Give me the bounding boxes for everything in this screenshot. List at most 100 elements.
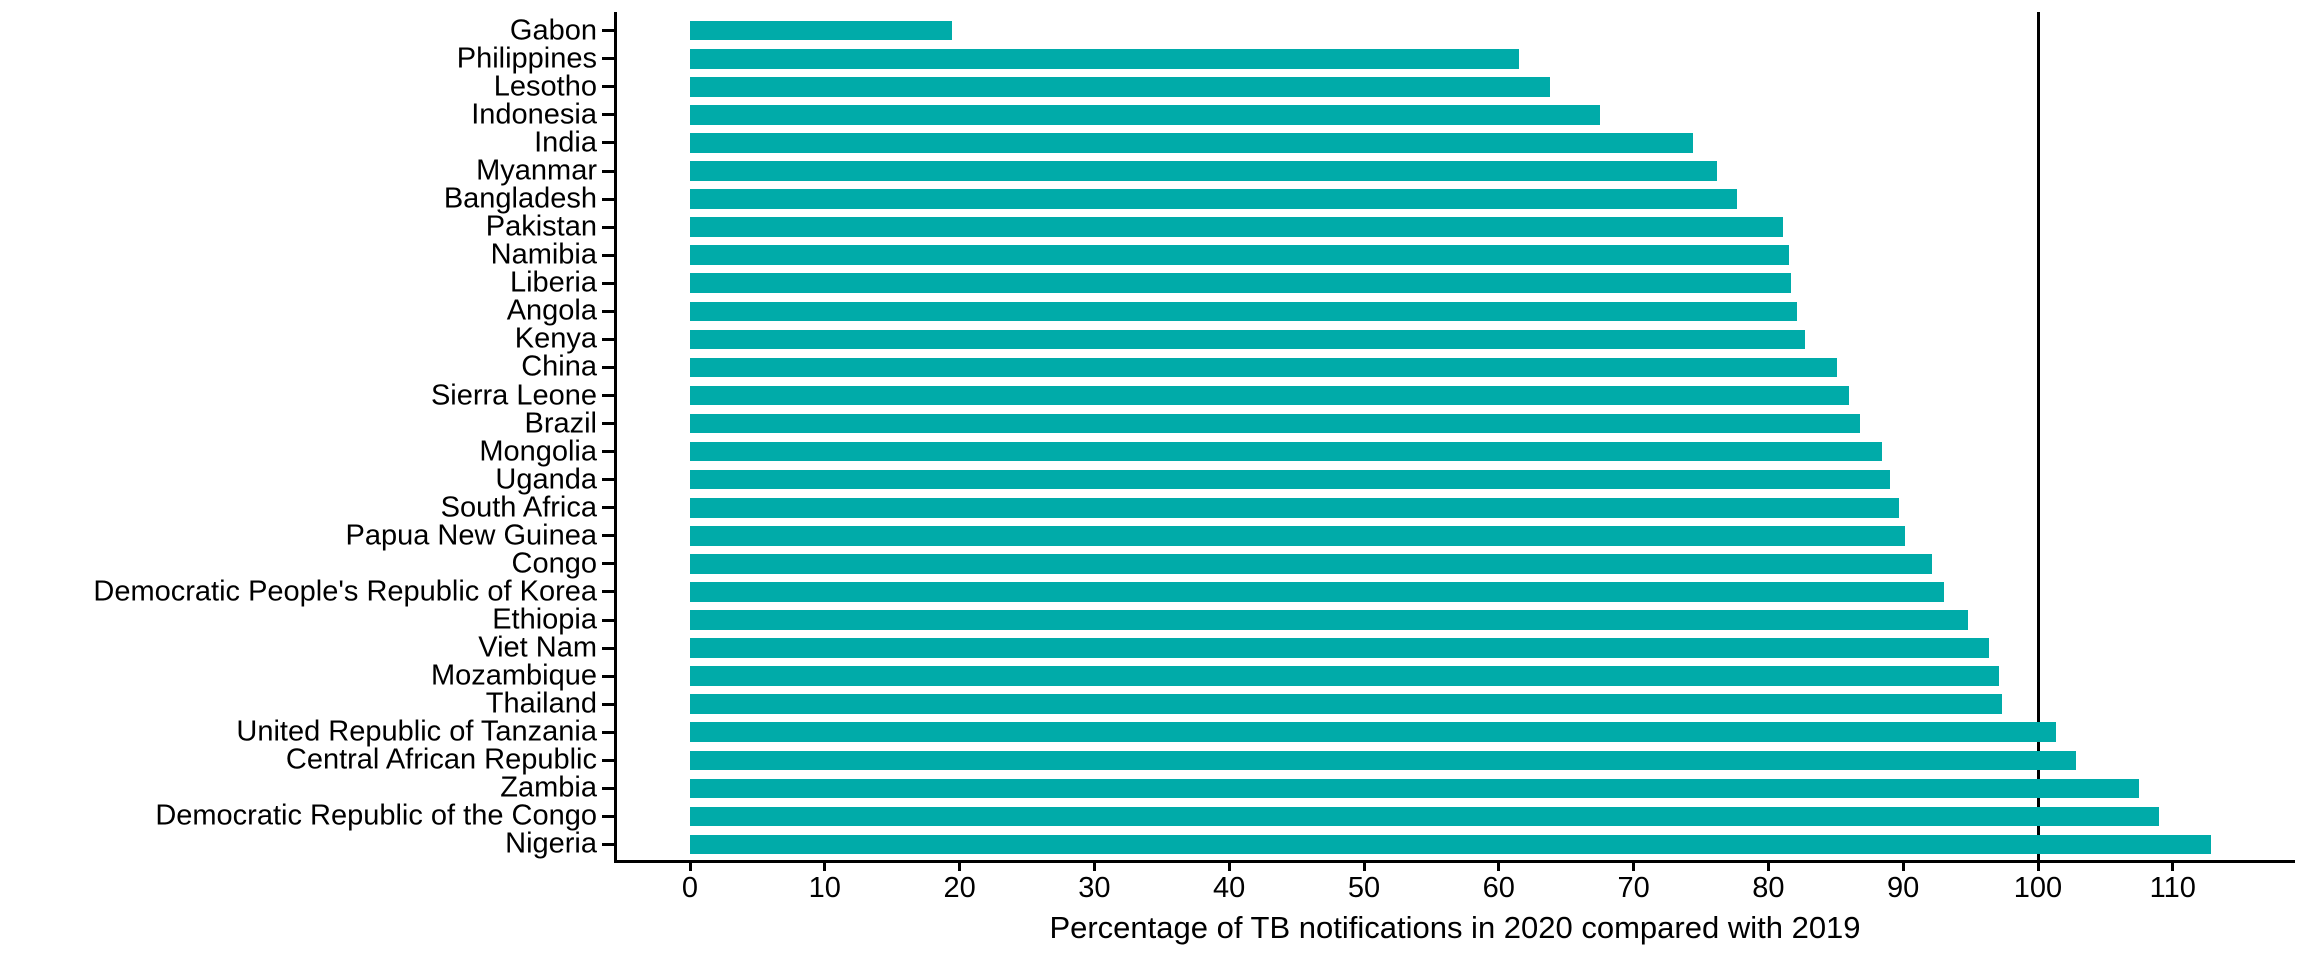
y-axis-tick [602, 506, 614, 510]
country-label: Uganda [495, 463, 597, 496]
bar-nigeria [690, 834, 2211, 855]
country-label: Democratic People's Republic of Korea [93, 575, 597, 608]
y-axis-tick [602, 225, 614, 229]
country-label: Viet Nam [478, 631, 597, 664]
country-label: Kenya [514, 322, 597, 355]
country-label: Central African Republic [285, 743, 597, 776]
y-axis-tick [602, 85, 614, 89]
bar-pakistan [690, 217, 1784, 237]
x-axis-tick [1766, 861, 1770, 871]
bar-united-republic-of-tanzania [690, 722, 2056, 743]
x-axis-tick [2036, 861, 2040, 871]
x-axis-tick [1227, 861, 1231, 871]
x-axis-tick [1497, 861, 1501, 871]
y-axis-tick [602, 842, 614, 846]
x-axis-tick-label: 40 [1213, 872, 1246, 904]
country-label: Ethiopia [492, 603, 597, 636]
country-label: Lesotho [493, 70, 597, 103]
country-label: Indonesia [471, 98, 597, 131]
bar-ethiopia [690, 610, 1968, 630]
y-axis-tick [602, 113, 614, 117]
country-label: Gabon [509, 14, 597, 47]
x-axis-tick [1901, 861, 1905, 871]
x-axis-tick-label: 60 [1482, 872, 1515, 904]
x-axis-tick-label: 10 [808, 872, 841, 904]
y-axis-tick [602, 618, 614, 622]
y-axis-tick [602, 478, 614, 482]
bar-democratic-people-s-republic-of-korea [690, 582, 1944, 602]
bar-papua-new-guinea [690, 526, 1905, 546]
bar-thailand [690, 694, 2002, 714]
country-label: Brazil [524, 407, 597, 440]
y-axis-tick [602, 702, 614, 706]
country-label: Myanmar [476, 154, 597, 187]
y-axis-tick [602, 29, 614, 33]
country-label: United Republic of Tanzania [236, 715, 597, 748]
country-label: South Africa [440, 491, 597, 524]
bar-mongolia [690, 441, 1882, 462]
y-axis-tick [602, 337, 614, 341]
y-axis-tick [602, 197, 614, 201]
y-axis-tick [602, 590, 614, 594]
x-axis-tick-label: 0 [681, 872, 699, 904]
bar-uganda [690, 469, 1890, 490]
bar-kenya [690, 329, 1805, 350]
x-axis-tick [1632, 861, 1636, 871]
y-axis-tick [602, 534, 614, 538]
bar-viet-nam [690, 638, 1990, 658]
bar-bangladesh [690, 189, 1738, 209]
country-label: Namibia [490, 238, 597, 271]
bar-liberia [690, 273, 1792, 294]
y-axis-tick [602, 57, 614, 61]
x-axis-tick [688, 861, 692, 871]
bar-philippines [690, 48, 1520, 69]
reference-line-100-percent [2036, 12, 2040, 861]
y-axis-tick [602, 562, 614, 566]
bar-lesotho [690, 77, 1551, 97]
bar-zambia [690, 778, 2140, 799]
y-axis-tick [602, 758, 614, 762]
x-axis-title: Percentage of TB notifications in 2020 c… [1049, 910, 1861, 945]
y-axis-tick [602, 141, 614, 145]
y-axis-tick [602, 281, 614, 285]
country-label: Papua New Guinea [345, 519, 598, 552]
country-label: Mozambique [430, 659, 597, 692]
bar-sierra-leone [690, 385, 1850, 406]
y-axis-tick [602, 814, 614, 818]
x-axis-tick [2171, 861, 2175, 871]
country-label: Bangladesh [443, 182, 597, 215]
y-axis-tick [602, 422, 614, 426]
y-axis-tick [602, 365, 614, 369]
country-label: Sierra Leone [430, 379, 597, 411]
bar-central-african-republic [690, 750, 2076, 771]
country-label: Angola [506, 294, 597, 327]
country-label: Nigeria [505, 827, 597, 860]
x-axis-tick-label: 90 [1887, 872, 1920, 904]
bar-china [690, 357, 1838, 378]
x-axis-tick [1362, 861, 1366, 871]
y-axis-tick [602, 730, 614, 734]
country-label: Philippines [456, 42, 597, 75]
bar-democratic-republic-of-the-congo [690, 806, 2160, 827]
y-axis-tick [602, 253, 614, 257]
y-axis-line [614, 12, 617, 863]
country-label: Congo [511, 547, 597, 580]
y-axis-tick [602, 674, 614, 678]
bar-mozambique [690, 666, 1999, 686]
y-axis-tick [602, 646, 614, 650]
y-axis-tick [602, 450, 614, 454]
bar-indonesia [690, 105, 1600, 125]
bar-namibia [690, 245, 1789, 265]
bar-congo [690, 554, 1932, 574]
x-axis-tick [958, 861, 962, 871]
bar-gabon [690, 20, 952, 41]
x-axis-tick [1092, 861, 1096, 871]
bar-angola [690, 301, 1797, 322]
country-label: Zambia [500, 771, 597, 804]
x-axis-tick-label: 20 [943, 872, 976, 904]
country-label: Democratic Republic of the Congo [155, 799, 597, 832]
bar-india [690, 133, 1693, 153]
x-axis-tick-label: 100 [2013, 872, 2063, 904]
x-axis-tick-label: 50 [1347, 872, 1381, 904]
